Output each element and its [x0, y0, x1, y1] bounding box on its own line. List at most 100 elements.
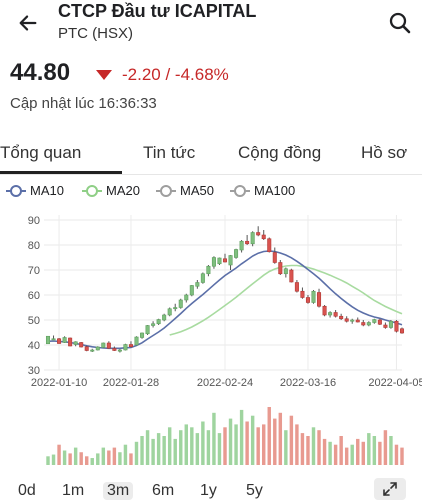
period-5y[interactable]: 5y: [246, 482, 263, 499]
x-tick-label: 2022-01-10: [31, 377, 87, 389]
volume-bar: [356, 438, 360, 465]
candle-body: [162, 314, 167, 321]
volume-bar: [134, 441, 139, 465]
candle-body: [189, 285, 194, 296]
back-button[interactable]: [14, 9, 42, 37]
volume-bar: [217, 433, 222, 465]
candle-body: [228, 255, 233, 266]
x-tick-label: 2022-03-16: [280, 377, 336, 389]
candle-body: [101, 342, 106, 348]
fullscreen-button[interactable]: [374, 478, 406, 500]
volume-bar: [300, 433, 305, 465]
search-icon: [389, 12, 411, 34]
legend-ma100-label: MA100: [254, 183, 296, 198]
x-tick-label: 2022-04-05: [368, 377, 422, 389]
candle-body: [333, 312, 338, 317]
volume-bar: [118, 452, 122, 465]
volume-bar: [284, 430, 288, 465]
volume-bar: [62, 450, 67, 465]
period-1y[interactable]: 1y: [200, 482, 217, 499]
candle-body: [311, 290, 316, 303]
volume-bar: [145, 430, 150, 465]
candle-body: [211, 257, 216, 267]
candle-body: [123, 344, 128, 351]
volume-bar: [394, 444, 399, 465]
candle-body: [112, 348, 117, 351]
candle-body: [200, 273, 205, 283]
volume-bar: [123, 444, 128, 465]
volume-bar: [156, 433, 161, 465]
volume-bar: [372, 436, 377, 465]
candle-body: [272, 252, 277, 263]
search-button[interactable]: [386, 9, 414, 37]
volume-bar: [162, 436, 166, 465]
candle-body: [250, 232, 255, 245]
candle-body: [361, 322, 366, 326]
period-1m[interactable]: 1m: [62, 482, 85, 499]
legend-item-ma100[interactable]: MA100: [230, 183, 295, 198]
candle-body: [117, 349, 122, 352]
candle-body: [399, 328, 405, 334]
candle-body: [317, 292, 322, 307]
volume-bar: [90, 458, 94, 465]
volume-bar: [107, 450, 111, 465]
tab-overview[interactable]: Tổng quan: [0, 143, 82, 162]
volume-bar: [328, 441, 332, 465]
page-title: CTCP Đầu tư ICAPITAL: [58, 1, 257, 21]
legend-ma10-marker-icon: [6, 184, 26, 197]
volume-bar: [140, 436, 144, 465]
volume-bar: [212, 412, 216, 465]
volume-bar: [322, 438, 327, 465]
expand-icon: [383, 482, 397, 496]
legend-item-ma10[interactable]: MA10: [6, 183, 64, 198]
volume-bar: [262, 424, 266, 465]
volume-bar: [101, 447, 106, 465]
tab-profile[interactable]: Hồ sơ: [361, 143, 408, 162]
volume-bar: [96, 453, 100, 465]
period-0d[interactable]: 0d: [18, 482, 36, 499]
candle-body: [62, 337, 67, 343]
volume-bar: [289, 415, 294, 465]
period-3m[interactable]: 3m: [103, 482, 134, 500]
period-selector: 0d 1m 3m 6m 1y 5y: [0, 478, 422, 500]
y-tick-label: 90: [28, 215, 40, 227]
y-tick-label: 40: [28, 340, 40, 352]
volume-bar: [190, 427, 194, 465]
price-chart[interactable]: 30 40 50 60 70 80 90 2022-01-10 2022-01-28 2022-0…: [0, 205, 422, 470]
volume-bar: [179, 430, 183, 465]
active-tab-indicator: [0, 171, 122, 174]
candle-body: [394, 320, 399, 332]
candle-body: [151, 323, 156, 326]
candle-body: [350, 319, 355, 322]
tab-news[interactable]: Tin tức: [143, 143, 196, 162]
candle-body: [206, 265, 211, 275]
volume-bar: [367, 433, 371, 465]
volume-bar: [400, 447, 404, 465]
volume-bar: [228, 418, 233, 465]
candle-body: [239, 240, 244, 251]
legend-item-ma50[interactable]: MA50: [156, 183, 214, 198]
y-tick-label: 80: [28, 240, 40, 252]
volume-bar: [167, 427, 172, 465]
legend-item-ma20[interactable]: MA20: [82, 183, 140, 198]
ticker-label: PTC (HSX): [58, 25, 133, 42]
candle-body: [388, 320, 393, 328]
volume-bar: [339, 436, 343, 465]
volume-bar: [306, 436, 310, 465]
candle-body: [184, 294, 189, 301]
volume-bar: [129, 453, 133, 465]
y-tick-label: 30: [28, 365, 40, 377]
arrow-left-icon: [19, 15, 37, 31]
volume-bar: [350, 444, 354, 465]
volume-bar: [267, 407, 271, 465]
volume-bar: [278, 412, 283, 465]
period-6m[interactable]: 6m: [152, 482, 175, 499]
candle-body: [366, 322, 371, 326]
tab-community[interactable]: Cộng đồng: [238, 143, 322, 162]
candle-body: [79, 342, 84, 348]
volume-bar: [73, 447, 78, 465]
candle-body: [300, 290, 305, 298]
candle-body: [167, 308, 172, 316]
candle-body: [128, 344, 133, 348]
volume-bar: [311, 427, 316, 465]
